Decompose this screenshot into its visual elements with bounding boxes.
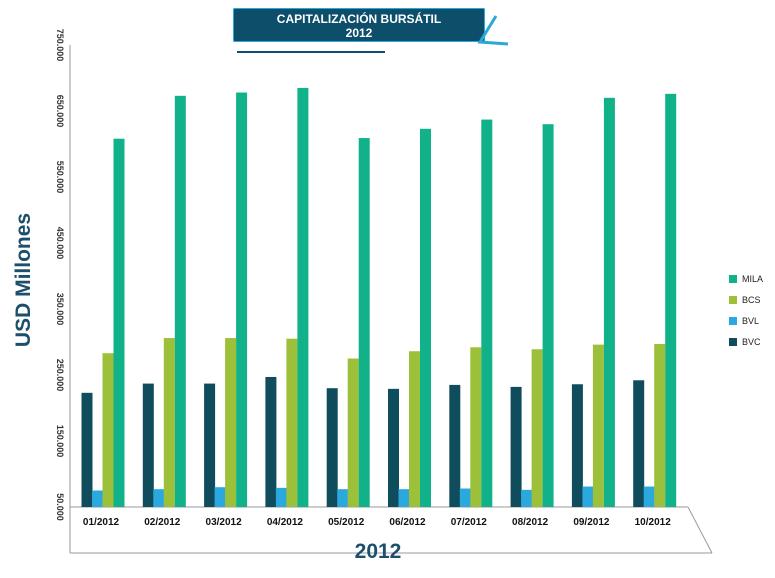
x-tick-label: 01/2012 xyxy=(83,517,120,528)
x-tick-label: 08/2012 xyxy=(512,517,549,528)
y-tick-label: 150.000 xyxy=(55,425,65,458)
bar-mila xyxy=(665,93,677,507)
y-axis-label: USD Millones xyxy=(12,212,35,348)
legend-swatch xyxy=(729,274,737,283)
x-tick-label: 07/2012 xyxy=(451,517,488,528)
legend: MILA BCS BVL BVC xyxy=(729,268,763,352)
bar-mila xyxy=(113,138,125,507)
legend-swatch xyxy=(729,316,737,325)
bar-bvc xyxy=(449,384,461,507)
legend-label: MILA xyxy=(742,273,764,284)
bar-bvc xyxy=(204,383,216,507)
bar-bvc xyxy=(81,392,93,507)
bar-bvl xyxy=(643,486,655,507)
chart-title-line-2: 2012 xyxy=(345,26,373,40)
bar-bvl xyxy=(398,489,410,507)
x-tick-label: 09/2012 xyxy=(573,517,610,528)
legend-swatch xyxy=(729,337,737,346)
bar-bcs xyxy=(225,338,237,507)
x-tick-label: 06/2012 xyxy=(389,517,426,528)
bar-mila xyxy=(420,128,431,507)
bar-bvc xyxy=(510,386,522,507)
bar-bcs xyxy=(409,351,420,507)
bar-mila xyxy=(297,87,309,508)
title-underline xyxy=(237,51,385,53)
bar-bvc xyxy=(571,384,583,507)
x-tick-label: 10/2012 xyxy=(635,517,672,528)
y-tick-label: 650.000 xyxy=(55,95,65,128)
legend-item: BVC xyxy=(729,331,763,352)
y-tick-label: 750.000 xyxy=(55,29,65,62)
title-swoosh-icon xyxy=(477,15,509,46)
bar-bvl xyxy=(337,489,349,507)
y-tick-label: 50.000 xyxy=(55,493,65,521)
bar-mila xyxy=(481,119,493,507)
y-tick-label: 250.000 xyxy=(55,359,65,392)
legend-item: MILA xyxy=(729,268,763,289)
bar-bcs xyxy=(163,338,175,507)
chart-title-line-1: CAPITALIZACIÓN BURSÁTIL xyxy=(276,12,442,26)
bar-bvc xyxy=(388,388,399,507)
x-axis-label: 2012 xyxy=(354,540,402,563)
bar-mila xyxy=(542,124,554,507)
legend-label: BVC xyxy=(742,336,761,347)
bar-bvc xyxy=(326,388,338,507)
bar-mila xyxy=(236,92,248,508)
bar-mila xyxy=(603,97,615,508)
y-tick-label: 350.000 xyxy=(55,293,65,326)
bar-bcs xyxy=(286,338,298,507)
bar-bcs xyxy=(470,347,482,507)
legend-label: BCS xyxy=(742,294,761,305)
bar-mila xyxy=(358,138,370,507)
bar-bvl xyxy=(582,486,594,507)
bar-bcs xyxy=(654,343,666,507)
chart-title: CAPITALIZACIÓN BURSÁTIL 2012 xyxy=(233,8,485,42)
y-tick-label: 550.000 xyxy=(55,161,65,194)
legend-item: BCS xyxy=(729,289,763,310)
bar-bcs xyxy=(531,349,543,507)
bar-bvl xyxy=(275,487,287,507)
bar-bvl xyxy=(459,488,471,507)
bar-bvl xyxy=(153,489,165,507)
bar-bvl xyxy=(214,487,226,507)
bar-mila xyxy=(174,95,186,507)
bar-bvc xyxy=(265,376,277,507)
x-tick-label: 03/2012 xyxy=(206,517,243,528)
bar-bvc xyxy=(633,380,645,507)
axis-frame-right xyxy=(687,506,713,554)
legend-label: BVL xyxy=(742,315,760,326)
x-tick-label: 05/2012 xyxy=(328,517,365,528)
bar-bcs xyxy=(102,353,114,507)
y-tick-label: 450.000 xyxy=(55,227,65,260)
bar-bvl xyxy=(92,490,103,507)
bar-bvc xyxy=(142,383,154,507)
x-tick-label: 04/2012 xyxy=(267,517,304,528)
legend-item: BVL xyxy=(729,310,763,331)
legend-swatch xyxy=(729,295,737,304)
bar-bcs xyxy=(592,344,604,507)
x-tick-label: 02/2012 xyxy=(144,517,181,528)
bar-bcs xyxy=(347,358,359,507)
bar-bvl xyxy=(521,489,533,507)
